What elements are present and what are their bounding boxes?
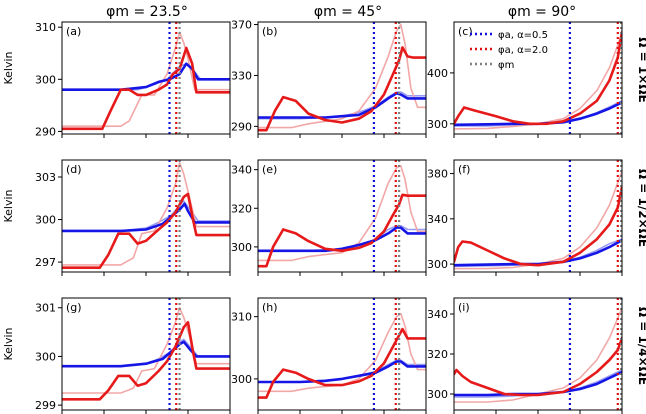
panel-label: (a) — [66, 25, 81, 38]
series-line-blue — [454, 370, 622, 397]
legend-label-blue: φa, α=0.5 — [498, 30, 548, 41]
row-label-3: Ω = 1/4×ΩE — [636, 307, 646, 385]
legend: φa, α=0.5 φa, α=2.0 φm — [470, 30, 548, 71]
y-tick-label: 300 — [35, 214, 56, 227]
panel-frame — [453, 297, 623, 411]
panel-label: (i) — [458, 301, 470, 314]
panel-frame — [61, 159, 231, 273]
panel-frame — [61, 297, 231, 411]
panel-frame — [257, 297, 427, 411]
series-line-red — [454, 30, 622, 126]
y-tick-label: 303 — [35, 171, 56, 184]
y-tick-label: 300 — [427, 388, 448, 401]
column-title-1: φm = 23.5° — [106, 4, 188, 20]
legend-label-gray: φm — [498, 60, 514, 71]
series-line-pink — [258, 165, 426, 262]
panel-label: (c) — [458, 25, 473, 38]
column-title-2: φm = 45° — [314, 4, 382, 20]
y-tick-label: 400 — [427, 67, 448, 80]
series-line-blue — [454, 101, 622, 127]
series-line-blue — [62, 62, 230, 91]
y-tick-label: 300 — [427, 258, 448, 271]
y-tick-label: 320 — [427, 348, 448, 361]
panel-frame — [61, 21, 231, 135]
panel-frame — [257, 159, 427, 273]
y-tick-label: 300 — [35, 73, 56, 86]
series-line-blue — [258, 360, 426, 384]
y-tick-label: 300 — [231, 241, 252, 254]
y-tick-label: 300 — [231, 373, 252, 386]
series-line-pink — [454, 170, 622, 270]
series-line-red — [62, 46, 230, 131]
panel-6: 300 340 380 (f) — [427, 159, 623, 276]
series-line-red — [258, 46, 426, 132]
panel-label: (h) — [262, 301, 278, 314]
column-title-3: φm = 90° — [508, 4, 576, 20]
y-tick-label: 297 — [35, 256, 56, 269]
panel-label: (b) — [262, 25, 278, 38]
series-line-pink — [258, 23, 426, 129]
y-tick-label: 299 — [35, 399, 56, 412]
series-line-red — [454, 185, 622, 267]
row-label-1: Ω = 1×ΩE — [636, 37, 646, 102]
panel-frame — [453, 21, 623, 135]
y-axis-label-row-1: Kelvin — [2, 51, 15, 84]
series-line-pink — [62, 162, 230, 266]
y-tick-label: 310 — [35, 21, 56, 34]
series-line-pink — [454, 307, 622, 403]
y-tick-label: 310 — [231, 311, 252, 324]
series-line-blue — [454, 239, 622, 267]
panel-label: (f) — [458, 163, 470, 176]
y-tick-label: 301 — [35, 302, 56, 315]
series-line-pink — [62, 31, 230, 127]
panel-label: (e) — [262, 163, 277, 176]
panel-7: 29930030190°S30°SEQ30°N90°N(g) — [35, 297, 231, 414]
series-line-red — [258, 327, 426, 399]
y-tick-label: 290 — [231, 120, 252, 133]
row-label-2: Ω = 1/2×ΩE — [636, 169, 646, 247]
panel-9: 30032034090°S30°SEQ30°N90°N(i) — [427, 297, 623, 414]
panel-2: 290 330 370 (b) — [231, 19, 427, 138]
y-tick-label: 300 — [35, 350, 56, 363]
series-line-red — [62, 192, 230, 269]
legend-label-red: φa, α=2.0 — [498, 45, 548, 56]
series-line-blue — [62, 340, 230, 368]
y-tick-label: 320 — [231, 202, 252, 215]
y-tick-label: 290 — [35, 125, 56, 138]
y-tick-label: 340 — [231, 164, 252, 177]
panel-8: 30031090°S30°SEQ30°N90°N(h) — [231, 297, 427, 414]
panel-3: 300 400 (c) — [427, 21, 623, 138]
panel-frame — [453, 159, 623, 273]
y-tick-label: 330 — [231, 69, 252, 82]
y-tick-label: 340 — [427, 308, 448, 321]
y-axis-label-row-2: Kelvin — [2, 189, 15, 222]
series-line-red — [62, 321, 230, 401]
series-line-red — [258, 193, 426, 268]
panel-4: 297 300 303 (d) — [35, 159, 231, 276]
series-line-pink — [454, 31, 622, 130]
panel-label: (g) — [66, 301, 82, 314]
panel-label: (d) — [66, 163, 82, 176]
series-line-red — [454, 336, 622, 397]
y-axis-label-row-3: Kelvin — [2, 327, 15, 360]
y-tick-label: 380 — [427, 168, 448, 181]
y-tick-label: 340 — [427, 213, 448, 226]
panel-5: 300 320 340 (e) — [231, 159, 427, 276]
series-line-pink — [62, 306, 230, 394]
panel-frame — [257, 21, 427, 135]
series-line-pink — [258, 312, 426, 393]
y-tick-label: 300 — [427, 118, 448, 131]
panel-1: 290 300 310 (a) — [35, 21, 231, 138]
series-line-light-blue — [62, 338, 230, 367]
y-tick-label: 370 — [231, 19, 252, 32]
